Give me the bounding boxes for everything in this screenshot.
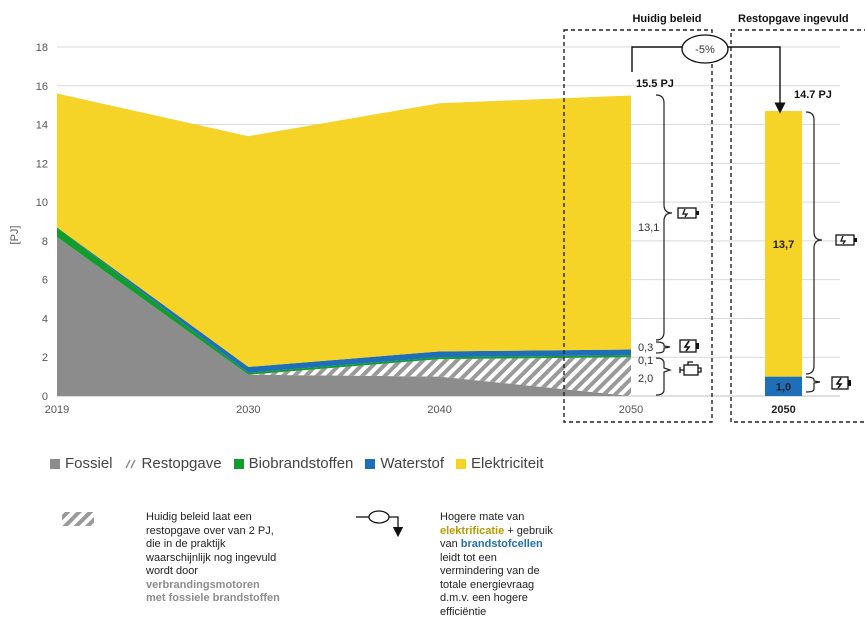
header-current-policy: Huidig beleid bbox=[632, 13, 701, 25]
y-tick-label: 2 bbox=[42, 352, 48, 364]
note-efficiency-text-3: leidt tot een vermindering van de totale… bbox=[440, 551, 540, 618]
y-tick-label: 8 bbox=[42, 236, 48, 248]
plug-battery-icon-bar bbox=[835, 234, 857, 246]
box-filled bbox=[730, 29, 865, 423]
seg-label-restopgave: 2,0 bbox=[638, 373, 653, 385]
y-tick-label: 16 bbox=[36, 81, 48, 93]
note-restopgave-highlight: verbrandingsmotoren met fossiele brandst… bbox=[146, 578, 280, 605]
total-current: 15.5 PJ bbox=[636, 78, 674, 90]
reduction-arrow bbox=[631, 46, 780, 108]
filled-bar: 1,0 13,7 2050 bbox=[765, 110, 802, 416]
x-tick-label: 2030 bbox=[236, 404, 260, 416]
y-tick-label: 12 bbox=[36, 158, 48, 170]
legend-item-elektriciteit: Elektriciteit bbox=[456, 455, 544, 472]
legend: Fossiel Restopgave Biobrandstoffen Water… bbox=[50, 455, 556, 472]
brace-bar-hydrogen bbox=[805, 376, 821, 393]
box-current-policy bbox=[563, 29, 713, 423]
x-tick-label: 2040 bbox=[427, 404, 451, 416]
brace-hydrogen bbox=[655, 341, 671, 354]
x-tick-label: 2019 bbox=[45, 404, 69, 416]
area-fossiel bbox=[57, 237, 631, 396]
legend-label-elektriciteit: Elektriciteit bbox=[471, 455, 544, 472]
engine-icon bbox=[679, 361, 702, 376]
legend-item-fossiel: Fossiel bbox=[50, 455, 113, 472]
legend-swatch-elektriciteit bbox=[456, 458, 467, 469]
legend-swatch-waterstof bbox=[365, 458, 376, 469]
bar-category-label: 2050 bbox=[771, 404, 795, 416]
seg-label-hydrogen: 0,3 bbox=[638, 342, 653, 354]
legend-item-bio: Biobrandstoffen bbox=[233, 455, 354, 472]
reduction-arrow-symbol bbox=[356, 510, 404, 538]
y-axis-label: [PJ] bbox=[9, 226, 21, 245]
header-filled: Restopgave ingevuld bbox=[738, 13, 849, 25]
x-tick-label: 2050 bbox=[619, 404, 643, 416]
area-restopgave bbox=[57, 237, 631, 396]
hatch-sample bbox=[62, 512, 94, 526]
fuel-cell-icon bbox=[679, 339, 699, 353]
note-restopgave: Huidig beleid laat een restopgave over v… bbox=[146, 511, 281, 606]
note-restopgave-text: Huidig beleid laat een restopgave over v… bbox=[146, 511, 277, 577]
legend-label-waterstof: Waterstof bbox=[380, 455, 445, 472]
legend-label-bio: Biobrandstoffen bbox=[248, 455, 354, 472]
y-tick-label: 6 bbox=[42, 275, 48, 287]
y-tick-label: 14 bbox=[36, 120, 48, 132]
legend-label-fossiel: Fossiel bbox=[65, 455, 113, 472]
seg-label-bio: 0,1 bbox=[638, 355, 653, 367]
plug-battery-icon bbox=[677, 207, 699, 219]
x-axis-ticks: 2019 2030 2040 2050 bbox=[45, 404, 643, 416]
y-tick-label: 18 bbox=[36, 42, 48, 54]
y-axis-ticks: 0 2 4 6 8 10 12 14 16 18 bbox=[36, 42, 48, 403]
y-tick-label: 0 bbox=[42, 391, 48, 403]
note-efficiency-text-2: + gebruik van bbox=[440, 524, 553, 551]
legend-label-restopgave: Restopgave bbox=[141, 455, 222, 472]
reduction-label: -5% bbox=[695, 44, 715, 56]
legend-item-waterstof: Waterstof bbox=[365, 455, 444, 472]
brace-restopgave bbox=[655, 357, 672, 396]
stacked-areas bbox=[57, 93, 631, 396]
y-tick-label: 10 bbox=[36, 197, 48, 209]
bar-segment-label: 13,7 bbox=[773, 239, 794, 251]
note-efficiency-highlight-1: elektrificatie bbox=[440, 524, 505, 537]
note-efficiency-highlight-2: brandstofcellen bbox=[460, 538, 543, 550]
note-efficiency: Hogere mate van elektrificatie + gebruik… bbox=[440, 511, 560, 619]
legend-swatch-restopgave bbox=[124, 459, 136, 468]
legend-swatch-fossiel bbox=[50, 458, 60, 469]
legend-swatch-bio bbox=[233, 458, 244, 469]
legend-item-restopgave: Restopgave bbox=[124, 455, 222, 472]
bar-segment-waterstof bbox=[765, 376, 802, 396]
brace-electricity bbox=[655, 94, 673, 341]
y-tick-label: 4 bbox=[42, 313, 48, 325]
fuel-cell-icon-bar bbox=[831, 376, 851, 390]
reduction-bubble bbox=[681, 34, 729, 64]
bar-segment-label: 1,0 bbox=[776, 381, 791, 393]
area-elektriciteit bbox=[57, 93, 631, 367]
brace-bar-electricity bbox=[805, 111, 823, 375]
total-filled: 14.7 PJ bbox=[794, 89, 832, 101]
area-biobrandstoffen bbox=[57, 227, 631, 375]
note-efficiency-text-1: Hogere mate van bbox=[440, 511, 525, 523]
bar-segment-elektriciteit bbox=[765, 110, 802, 377]
seg-label-electricity: 13,1 bbox=[638, 222, 659, 234]
